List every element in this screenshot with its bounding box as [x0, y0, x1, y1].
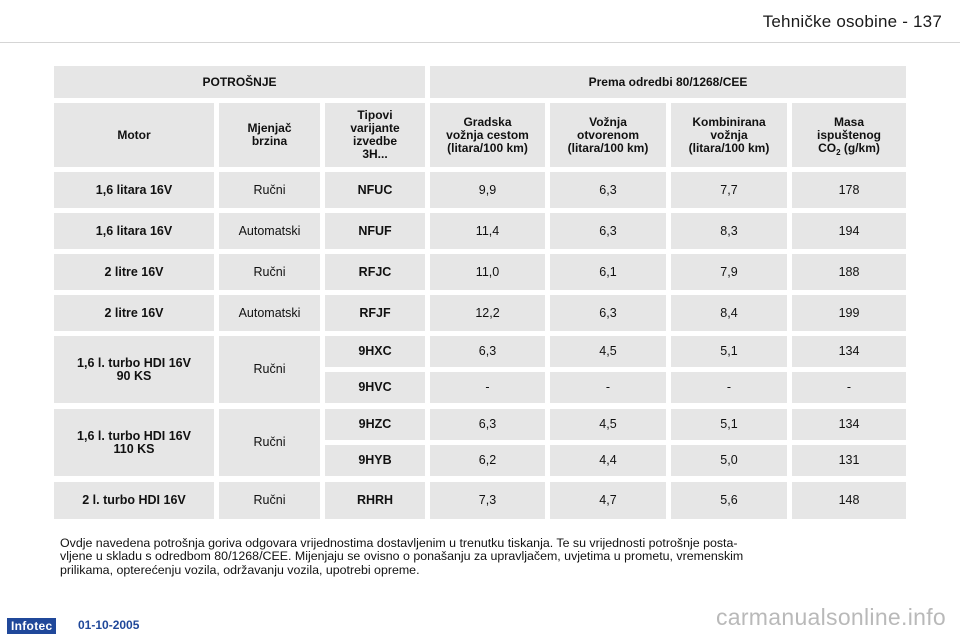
- row-co2: 148: [792, 482, 906, 519]
- row-variant: RHRH: [325, 482, 425, 519]
- row-motor: 2 litre 16V: [54, 254, 214, 290]
- page-header: Tehničke osobine - 137: [763, 12, 942, 32]
- row-co2: 199: [792, 295, 906, 331]
- row-extra-urban: 6,1: [550, 254, 666, 290]
- row-gearbox: Automatski: [219, 295, 320, 331]
- table-title-right: Prema odredbi 80/1268/CEE: [430, 66, 906, 98]
- row-variant: 9HXC: [325, 336, 425, 367]
- row-urban: 7,3: [430, 482, 545, 519]
- group-gearbox: Ručni: [219, 409, 320, 476]
- row-co2: 188: [792, 254, 906, 290]
- row-motor: 1,6 litara 16V: [54, 213, 214, 249]
- row-combined: 7,7: [671, 172, 787, 208]
- row-extra-urban: 4,7: [550, 482, 666, 519]
- header-separator: -: [902, 12, 909, 31]
- row-co2: 131: [792, 445, 906, 476]
- row-extra-urban: 6,3: [550, 213, 666, 249]
- col-header-co2: Masa ispuštenog CO2 (g/km): [792, 103, 906, 167]
- row-urban: 6,2: [430, 445, 545, 476]
- col-header-gearbox: Mjenjač brzina: [219, 103, 320, 167]
- row-combined: 5,6: [671, 482, 787, 519]
- row-combined: 7,9: [671, 254, 787, 290]
- group-motor: 1,6 l. turbo HDI 16V 90 KS: [54, 336, 214, 403]
- row-extra-urban: 6,3: [550, 172, 666, 208]
- row-motor: 2 l. turbo HDI 16V: [54, 482, 214, 519]
- row-extra-urban: 6,3: [550, 295, 666, 331]
- row-variant: 9HYB: [325, 445, 425, 476]
- row-variant: 9HZC: [325, 409, 425, 440]
- row-co2: 134: [792, 336, 906, 367]
- consumption-note: Ovdje navedena potrošnja goriva odgovara…: [60, 536, 744, 577]
- row-gearbox: Ručni: [219, 482, 320, 519]
- row-variant: RFJC: [325, 254, 425, 290]
- row-extra-urban: 4,4: [550, 445, 666, 476]
- row-combined: 5,1: [671, 336, 787, 367]
- footer-date: 01-10-2005: [78, 618, 140, 632]
- header-rule: [0, 42, 960, 43]
- page-number: 137: [913, 12, 942, 31]
- row-combined: 5,1: [671, 409, 787, 440]
- row-extra-urban: 4,5: [550, 336, 666, 367]
- row-motor: 2 litre 16V: [54, 295, 214, 331]
- row-co2: 134: [792, 409, 906, 440]
- col-header-urban: Gradska vožnja cestom (litara/100 km): [430, 103, 545, 167]
- col-header-motor: Motor: [54, 103, 214, 167]
- row-urban: 6,3: [430, 409, 545, 440]
- row-extra-urban: -: [550, 372, 666, 403]
- table-title-left: POTROŠNJE: [54, 66, 425, 98]
- row-gearbox: Automatski: [219, 213, 320, 249]
- row-motor: 1,6 litara 16V: [54, 172, 214, 208]
- row-combined: -: [671, 372, 787, 403]
- col-header-extra-urban: Vožnja otvorenom (litara/100 km): [550, 103, 666, 167]
- infotec-logo: Infotec: [7, 618, 57, 634]
- row-urban: 12,2: [430, 295, 545, 331]
- row-variant: 9HVC: [325, 372, 425, 403]
- watermark: carmanualsonline.info: [715, 604, 946, 630]
- row-urban: 9,9: [430, 172, 545, 208]
- row-variant: NFUC: [325, 172, 425, 208]
- row-co2: -: [792, 372, 906, 403]
- row-variant: NFUF: [325, 213, 425, 249]
- row-co2: 178: [792, 172, 906, 208]
- row-urban: 6,3: [430, 336, 545, 367]
- row-urban: 11,4: [430, 213, 545, 249]
- row-extra-urban: 4,5: [550, 409, 666, 440]
- row-combined: 8,4: [671, 295, 787, 331]
- group-gearbox: Ručni: [219, 336, 320, 403]
- row-combined: 8,3: [671, 213, 787, 249]
- row-gearbox: Ručni: [219, 172, 320, 208]
- section-title: Tehničke osobine: [762, 12, 898, 31]
- row-urban: 11,0: [430, 254, 545, 290]
- row-urban: -: [430, 372, 545, 403]
- row-gearbox: Ručni: [219, 254, 320, 290]
- group-motor: 1,6 l. turbo HDI 16V 110 KS: [54, 409, 214, 476]
- col-header-variant: Tipovi varijante izvedbe 3H...: [325, 103, 425, 167]
- row-variant: RFJF: [325, 295, 425, 331]
- row-co2: 194: [792, 213, 906, 249]
- row-combined: 5,0: [671, 445, 787, 476]
- col-header-combined: Kombinirana vožnja (litara/100 km): [671, 103, 787, 167]
